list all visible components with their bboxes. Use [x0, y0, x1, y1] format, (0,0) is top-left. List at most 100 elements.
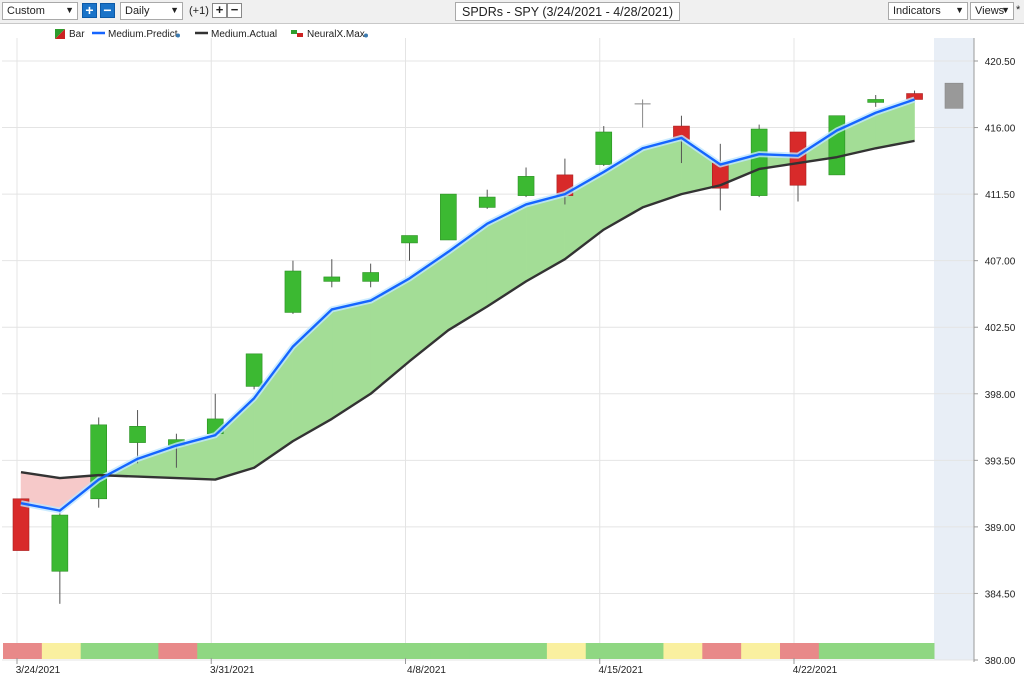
candle-body — [284, 270, 302, 313]
x-tick-label: 3/31/2021 — [210, 665, 255, 676]
offset-plus-button[interactable]: + — [212, 3, 227, 18]
legend: Bar Medium.Predict Medium.Actual NeuralX… — [55, 29, 368, 40]
chevron-down-icon: ▼ — [65, 5, 74, 15]
price-chart[interactable]: 380.00 384.50 389.00 393.50 398.00 402.50 407.… — [0, 24, 1024, 676]
toolbar: Custom ▼ + − Daily ▼ (+1) + − SPDRs - SP… — [0, 0, 1024, 24]
neuralx-legend-icon-down — [297, 33, 303, 37]
candle-body — [245, 353, 263, 387]
period-select-value: Daily — [125, 5, 150, 17]
signal-strip-cell — [430, 643, 470, 659]
signal-strip-cell — [624, 643, 664, 659]
forecast-region — [934, 38, 974, 660]
legend-bar[interactable]: Bar — [55, 29, 85, 40]
signal-strip-cell — [158, 643, 198, 659]
predict-line — [20, 98, 915, 512]
signal-strip-cell — [352, 643, 392, 659]
signal-strip-cell — [313, 643, 354, 659]
candle-body — [440, 193, 457, 241]
offset-label: (+1) — [189, 5, 209, 17]
signal-strip-cell — [818, 643, 859, 659]
y-tick-label: 393.50 — [985, 456, 1016, 467]
chevron-down-icon: ▼ — [955, 5, 964, 15]
settings-dot-icon[interactable] — [364, 33, 368, 38]
predict-actual-fill — [20, 99, 915, 512]
indicator-lines — [20, 96, 916, 514]
signal-strip — [3, 643, 935, 659]
signal-strip-cell — [3, 643, 43, 659]
chevron-down-icon: ▼ — [1001, 5, 1010, 15]
legend-medium-predict[interactable]: Medium.Predict — [92, 29, 180, 40]
views-select[interactable]: Views ▼ — [970, 2, 1014, 20]
zoom-out-button[interactable]: − — [100, 3, 115, 18]
legend-neuralx-max[interactable]: NeuralX.Max — [291, 29, 368, 40]
candle-body — [478, 196, 496, 208]
candle-body — [517, 176, 535, 196]
minus-icon: − — [230, 2, 239, 17]
candle-body — [595, 131, 613, 165]
signal-strip-cell — [896, 643, 935, 659]
signal-strip-cell — [741, 643, 781, 659]
candle-body — [750, 128, 768, 196]
signal-strip-cell — [585, 643, 626, 659]
signal-strip-cell — [546, 643, 587, 659]
x-tick-label: 3/24/2021 — [16, 665, 61, 676]
offset-minus-button[interactable]: − — [227, 3, 242, 18]
legend-medium-actual[interactable]: Medium.Actual — [195, 29, 277, 40]
candle-body — [323, 276, 341, 282]
y-tick-label: 402.50 — [985, 323, 1016, 334]
forecast-bar — [944, 82, 964, 109]
x-axis: 3/24/2021 3/31/2021 4/8/2021 4/15/2021 4/22/… — [16, 658, 838, 676]
x-tick-label: 4/8/2021 — [407, 665, 446, 676]
candle-body — [906, 93, 923, 100]
signal-strip-cell — [469, 643, 509, 659]
y-tick-label: 384.50 — [985, 589, 1016, 600]
grid — [2, 38, 974, 661]
candle-body — [401, 235, 418, 244]
signal-strip-cell — [274, 643, 315, 659]
candle-body — [828, 115, 846, 176]
legend-label-predict: Medium.Predict — [108, 29, 178, 40]
settings-dot-icon[interactable] — [176, 33, 180, 38]
x-tick-label: 4/15/2021 — [599, 665, 644, 676]
indicators-select-value: Indicators — [893, 5, 941, 17]
actual-line — [20, 139, 915, 481]
candle-body — [867, 99, 885, 103]
legend-label-bar: Bar — [69, 29, 85, 40]
candle-body — [129, 426, 146, 443]
chart-title: SPDRs - SPY (3/24/2021 - 4/28/2021) — [455, 2, 680, 21]
y-tick-label: 407.00 — [985, 257, 1016, 268]
plus-icon: + — [215, 2, 224, 17]
views-modified-marker: * — [1016, 4, 1021, 16]
neuralx-legend-icon-up — [291, 30, 297, 34]
minus-icon: − — [103, 2, 112, 18]
y-tick-label: 398.00 — [985, 390, 1016, 401]
chevron-down-icon: ▼ — [170, 5, 179, 15]
signal-strip-cell — [41, 643, 82, 659]
layout-select[interactable]: Custom ▼ — [2, 2, 78, 20]
signal-strip-cell — [119, 643, 159, 659]
candle-body — [362, 272, 379, 282]
signal-strip-cell — [197, 643, 237, 659]
zoom-in-button[interactable]: + — [82, 3, 97, 18]
y-tick-label: 380.00 — [985, 656, 1016, 667]
signal-strip-cell — [702, 643, 742, 659]
indicators-select[interactable]: Indicators ▼ — [888, 2, 968, 20]
period-select[interactable]: Daily ▼ — [120, 2, 183, 20]
y-axis: 380.00 384.50 389.00 393.50 398.00 402.50 407.… — [974, 57, 1016, 667]
signal-strip-cell — [391, 643, 431, 659]
y-tick-label: 389.00 — [985, 523, 1016, 534]
x-tick-label: 4/22/2021 — [793, 665, 838, 676]
signal-strip-cell — [780, 643, 820, 659]
bar-legend-icon-down — [55, 29, 65, 39]
signal-strip-cell — [80, 643, 121, 659]
candle-body — [12, 498, 30, 551]
signal-strip-cell — [857, 643, 898, 659]
views-select-value: Views — [975, 5, 1005, 17]
legend-label-neuralx: NeuralX.Max — [307, 29, 365, 40]
y-tick-label: 416.00 — [985, 124, 1016, 135]
signal-strip-cell — [663, 643, 703, 659]
y-tick-label: 420.50 — [985, 57, 1016, 68]
layout-select-value: Custom — [7, 5, 45, 17]
signal-strip-cell — [508, 643, 548, 659]
candle-body — [51, 514, 69, 572]
